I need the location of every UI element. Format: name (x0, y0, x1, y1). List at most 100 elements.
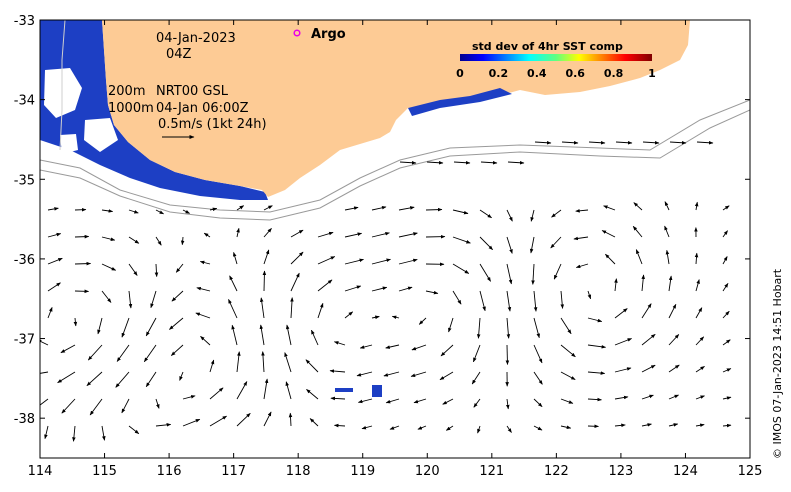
current-vector-arrow (317, 302, 324, 319)
current-vector-arrow (641, 274, 645, 292)
current-vector-arrow (259, 324, 265, 346)
x-tick-label: 118 (286, 464, 311, 479)
current-vector-arrow (236, 412, 251, 427)
product-label: NRT00 GSL (156, 84, 229, 99)
current-vector-arrow (614, 423, 626, 428)
current-vector-arrow (413, 398, 427, 404)
current-vector-arrow (391, 315, 400, 320)
y-tick-label: -36 (14, 253, 35, 268)
plot-frame (39, 19, 751, 459)
legend-title: std dev of 4hr SST comp (472, 40, 623, 53)
current-vector-arrow (40, 398, 49, 409)
current-vector-arrow (479, 290, 486, 312)
current-vector-arrow (128, 290, 133, 309)
current-vector-arrow (180, 236, 185, 246)
current-vector-arrow (128, 263, 138, 276)
current-vector-arrow (398, 206, 415, 211)
current-vector-arrow (259, 297, 265, 319)
current-vector-arrow (587, 290, 592, 300)
current-vector-arrow (426, 160, 444, 165)
current-vector-arrow (560, 317, 572, 335)
current-vector-arrow (344, 285, 362, 292)
sst-fragment (335, 388, 353, 392)
current-vector-arrow (560, 371, 576, 380)
current-vector-arrow (694, 201, 699, 211)
current-vector-arrow (398, 286, 413, 292)
map-date: 04-Jan-2023 (156, 31, 236, 46)
current-vector-arrow (664, 201, 670, 211)
current-vector-arrow (175, 263, 184, 273)
current-vector-arrow (695, 279, 700, 292)
legend-tick-label: 0.2 (489, 67, 509, 80)
current-vector-arrow (533, 398, 543, 408)
current-vector-arrow (236, 351, 241, 373)
current-vector-arrow (633, 202, 643, 211)
current-vector-arrow (722, 230, 728, 238)
current-vector-arrow (445, 425, 454, 431)
legend-colorbar (460, 54, 652, 61)
current-vector-arrow (641, 303, 652, 319)
current-vector-arrow (530, 209, 535, 222)
current-vector-arrow (87, 344, 103, 361)
current-vector-arrow (44, 425, 49, 440)
credit-text: © IMOS 07-Jan-2023 14:51 Hobart (771, 268, 784, 459)
current-vector-arrow (453, 160, 471, 165)
current-vector-arrow (668, 303, 677, 319)
current-vector-arrow (143, 344, 157, 363)
current-vector-arrow (371, 315, 380, 320)
current-vector-arrow (531, 263, 535, 285)
argo-label: Argo (311, 27, 346, 42)
current-vector-arrow (722, 368, 732, 373)
current-vector-arrow (722, 396, 732, 400)
current-vector-arrow (182, 418, 201, 427)
current-vector-arrow (74, 234, 90, 239)
current-vector-arrow (506, 209, 513, 222)
current-vector-arrow (534, 140, 552, 145)
current-vector-arrow (505, 398, 510, 410)
x-tick-label: 122 (544, 464, 569, 479)
current-vector-arrow (533, 425, 543, 431)
current-vector-arrow (145, 317, 157, 337)
current-vector-arrow (442, 398, 454, 405)
current-vector-arrow (290, 251, 304, 265)
current-vector-arrow (357, 398, 373, 404)
current-vector-arrow (209, 207, 218, 212)
current-vector-arrow (128, 209, 139, 214)
current-vector-arrow (47, 282, 61, 292)
current-vector-arrow (209, 359, 215, 373)
current-vector-arrow (73, 317, 78, 327)
current-vector-arrow (310, 329, 319, 346)
sst-fragment (372, 385, 382, 397)
legend-tick-label: 1 (648, 67, 656, 80)
current-vector-arrow (506, 290, 512, 312)
current-vector-arrow (344, 232, 363, 238)
current-vector-arrow (641, 423, 652, 427)
y-tick-label: -33 (14, 14, 35, 29)
current-vector-arrow (506, 263, 513, 285)
x-tick-label: 120 (415, 464, 440, 479)
current-vector-arrow (309, 418, 319, 427)
current-vector-arrow (101, 209, 114, 213)
y-tick-label: -37 (14, 333, 35, 348)
current-vector-arrow (614, 338, 633, 346)
current-vector-arrow (285, 381, 292, 400)
current-vector-arrow (588, 140, 606, 145)
current-vector-arrow (155, 398, 160, 409)
current-vector-arrow (371, 258, 391, 265)
current-vector-arrow (668, 334, 680, 346)
current-vector-arrow (471, 371, 481, 385)
current-vector-arrow (128, 236, 140, 244)
sst-data-patch (40, 20, 268, 200)
current-vector-arrow (668, 423, 679, 427)
isobath-label-200m: 200m (108, 84, 145, 99)
y-tick-label: -35 (14, 173, 35, 188)
argo-marker-icon (293, 29, 301, 37)
current-vector-arrow (101, 425, 106, 441)
current-vector-arrow (641, 364, 656, 373)
isobath-200m (40, 99, 750, 213)
current-vector-arrow (317, 279, 333, 292)
current-vector-arrow (344, 258, 364, 265)
current-vector-arrow (330, 396, 346, 401)
current-vector-arrow (505, 344, 510, 365)
current-vector-arrow (121, 317, 130, 338)
